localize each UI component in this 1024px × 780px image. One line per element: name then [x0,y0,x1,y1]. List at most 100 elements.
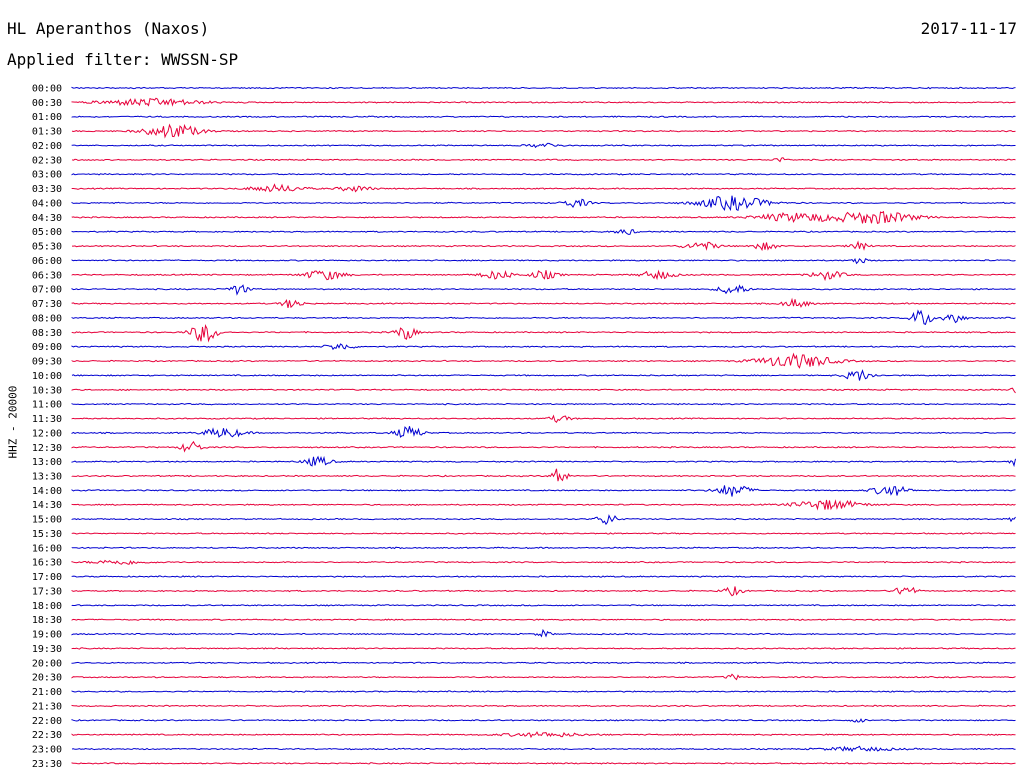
time-label: 22:30 [32,730,62,741]
trace-line [71,485,1016,497]
time-label: 13:30 [32,471,62,482]
trace-line [71,745,1016,753]
time-label: 17:30 [32,586,62,597]
time-label: 21:00 [32,687,62,698]
time-label: 08:00 [32,313,62,324]
trace-line [71,352,1016,369]
trace-line [71,575,1016,578]
time-label: 07:30 [32,299,62,310]
time-label: 14:30 [32,500,62,511]
time-label: 09:30 [32,357,62,368]
time-label: 18:00 [32,601,62,612]
time-label: 11:00 [32,400,62,411]
trace-line [71,628,1016,638]
time-label: 02:30 [32,155,62,166]
trace-line [71,455,1016,468]
time-label: 08:30 [32,328,62,339]
time-label: 02:00 [32,141,62,152]
time-label: 20:00 [32,658,62,669]
trace-line [71,284,1016,296]
trace-line [71,172,1016,176]
trace-line [71,402,1016,406]
trace-line [71,257,1016,265]
time-label: 07:00 [32,285,62,296]
time-label: 16:30 [32,558,62,569]
trace-line [71,115,1016,118]
trace-line [71,546,1016,550]
filter-label: Applied filter: WWSSN-SP [7,50,239,69]
trace-line [71,387,1016,394]
trace-line [71,123,1016,139]
trace-line [71,297,1016,309]
trace-line [71,661,1016,665]
trace-line [71,324,1016,343]
trace-line [71,532,1016,535]
trace-line [71,195,1016,212]
time-label: 14:00 [32,486,62,497]
time-label: 11:30 [32,414,62,425]
time-label: 10:30 [32,385,62,396]
time-label: 10:00 [32,371,62,382]
time-label: 09:00 [32,342,62,353]
station-title: HL Aperanthos (Naxos) [7,19,210,38]
trace-line [71,647,1016,650]
trace-line [71,718,1016,723]
time-label: 19:30 [32,644,62,655]
trace-line [71,514,1016,526]
time-label: 16:00 [32,543,62,554]
trace-line [71,343,1016,351]
time-labels: 00:00 00:30 01:00 01:30 02:00 02:30 03:00 03:30… [32,84,62,770]
time-label: 18:30 [32,615,62,626]
time-label: 04:00 [32,198,62,209]
trace-line [71,183,1016,193]
trace-line [71,762,1016,765]
trace-line [71,618,1016,621]
trace-line [71,210,1016,224]
trace-line [71,97,1016,107]
time-label: 19:00 [32,630,62,641]
time-label: 00:00 [32,84,62,95]
time-label: 00:30 [32,98,62,109]
time-label: 23:30 [32,759,62,770]
trace-line [71,604,1016,607]
time-label: 03:00 [32,170,62,181]
time-label: 13:00 [32,457,62,468]
trace-line [72,240,1016,252]
time-label: 05:00 [32,227,62,238]
trace-line [71,673,1016,681]
trace-line [71,142,1016,149]
time-label: 12:00 [32,428,62,439]
trace-line [71,369,1016,381]
time-label: 03:30 [32,184,62,195]
time-label: 01:30 [32,127,62,138]
seismic-traces [71,86,1016,765]
time-label: 17:00 [32,572,62,583]
time-label: 15:00 [32,515,62,526]
trace-line [71,499,1016,511]
trace-line [71,440,1016,453]
trace-line [71,309,1016,325]
time-label: 23:00 [32,745,62,756]
trace-line [71,228,1016,235]
time-label: 06:30 [32,270,62,281]
record-date: 2017-11-17 [920,19,1017,38]
time-label: 05:30 [32,242,62,253]
time-label: 06:00 [32,256,62,267]
trace-line [71,269,1016,282]
trace-line [71,426,1016,438]
time-label: 21:30 [32,701,62,712]
trace-line [71,86,1016,90]
time-label: 12:30 [32,443,62,454]
time-label: 20:30 [32,673,62,684]
trace-line [71,586,1016,597]
trace-line [71,731,1016,739]
trace-line [71,704,1016,708]
trace-line [71,468,1016,482]
time-label: 04:30 [32,213,62,224]
trace-line [71,157,1016,163]
time-label: 01:00 [32,112,62,123]
time-label: 22:00 [32,716,62,727]
trace-line [71,414,1016,423]
trace-line [71,559,1016,565]
